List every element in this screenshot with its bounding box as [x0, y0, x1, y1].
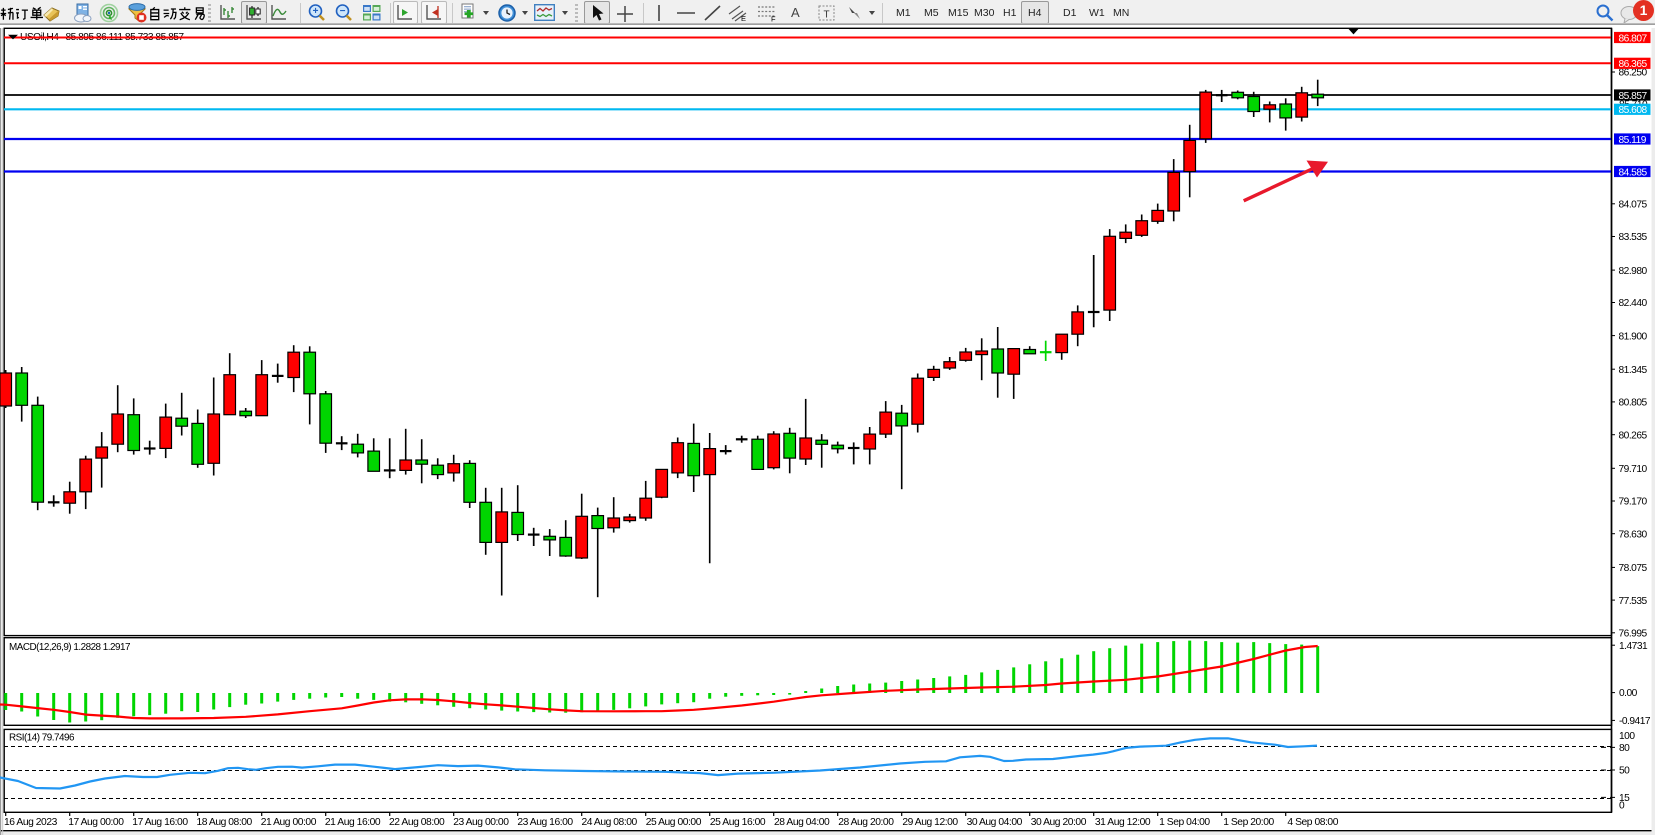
svg-text:1 Sep 20:00: 1 Sep 20:00	[1223, 817, 1274, 828]
svg-text:28 Aug 04:00: 28 Aug 04:00	[774, 817, 830, 828]
svg-text:86.365: 86.365	[1619, 59, 1648, 70]
svg-text:86.807: 86.807	[1619, 33, 1648, 44]
svg-text:25 Aug 16:00: 25 Aug 16:00	[710, 817, 766, 828]
svg-text:17 Aug 00:00: 17 Aug 00:00	[68, 817, 124, 828]
svg-text:82.980: 82.980	[1619, 266, 1648, 277]
svg-text:82.440: 82.440	[1619, 298, 1648, 309]
svg-text:77.535: 77.535	[1619, 596, 1648, 607]
svg-text:23 Aug 00:00: 23 Aug 00:00	[453, 817, 509, 828]
svg-text:0.00: 0.00	[1619, 688, 1638, 699]
svg-text:17 Aug 16:00: 17 Aug 16:00	[132, 817, 188, 828]
svg-text:85.119: 85.119	[1619, 135, 1647, 146]
svg-text:76.995: 76.995	[1619, 629, 1648, 640]
svg-text:4 Sep 08:00: 4 Sep 08:00	[1287, 817, 1338, 828]
svg-text:21 Aug 00:00: 21 Aug 00:00	[261, 817, 317, 828]
svg-text:31 Aug 12:00: 31 Aug 12:00	[1095, 817, 1151, 828]
svg-text:16 Aug 2023: 16 Aug 2023	[4, 817, 58, 828]
svg-text:85.608: 85.608	[1619, 105, 1648, 116]
svg-text:15: 15	[1619, 793, 1630, 804]
svg-text:E: E	[741, 14, 746, 22]
svg-text:80: 80	[1619, 743, 1630, 754]
svg-text:86.250: 86.250	[1619, 68, 1648, 79]
svg-text:F: F	[771, 15, 776, 23]
svg-text:RSI(14) 79.7496: RSI(14) 79.7496	[9, 733, 75, 744]
svg-text:-0.9417: -0.9417	[1619, 716, 1651, 727]
svg-text:18 Aug 08:00: 18 Aug 08:00	[197, 817, 253, 828]
svg-text:MACD(12,26,9) 1.2828 1.2917: MACD(12,26,9) 1.2828 1.2917	[9, 642, 130, 653]
svg-text:24 Aug 08:00: 24 Aug 08:00	[582, 817, 638, 828]
svg-text:30 Aug 04:00: 30 Aug 04:00	[967, 817, 1023, 828]
svg-text:22 Aug 08:00: 22 Aug 08:00	[389, 817, 445, 828]
svg-text:23 Aug 16:00: 23 Aug 16:00	[517, 817, 573, 828]
svg-text:50: 50	[1619, 766, 1630, 777]
svg-text:21 Aug 16:00: 21 Aug 16:00	[325, 817, 381, 828]
svg-text:81.900: 81.900	[1619, 331, 1648, 342]
svg-text:25 Aug 00:00: 25 Aug 00:00	[646, 817, 702, 828]
svg-text:T: T	[823, 10, 829, 21]
svg-text:80.265: 80.265	[1619, 430, 1648, 441]
svg-text:78.630: 78.630	[1619, 529, 1648, 540]
svg-text:84.585: 84.585	[1619, 167, 1648, 178]
svg-text:1 Sep 04:00: 1 Sep 04:00	[1159, 817, 1210, 828]
svg-text:84.075: 84.075	[1619, 200, 1648, 211]
svg-text:1.4731: 1.4731	[1619, 641, 1648, 652]
svg-text:81.345: 81.345	[1619, 365, 1648, 376]
svg-text:79.170: 79.170	[1619, 497, 1648, 508]
svg-text:83.535: 83.535	[1619, 232, 1648, 243]
svg-text:−: −	[340, 6, 346, 17]
svg-text:+: +	[313, 6, 319, 17]
svg-text:100: 100	[1619, 731, 1635, 742]
svg-text:78.075: 78.075	[1619, 563, 1648, 574]
svg-text:80.805: 80.805	[1619, 398, 1648, 409]
svg-text:28 Aug 20:00: 28 Aug 20:00	[838, 817, 894, 828]
svg-text:30 Aug 20:00: 30 Aug 20:00	[1031, 817, 1087, 828]
svg-text:79.710: 79.710	[1619, 464, 1648, 475]
svg-text:0: 0	[1619, 800, 1625, 811]
svg-text:85.857: 85.857	[1619, 91, 1648, 102]
svg-text:29 Aug 12:00: 29 Aug 12:00	[902, 817, 958, 828]
